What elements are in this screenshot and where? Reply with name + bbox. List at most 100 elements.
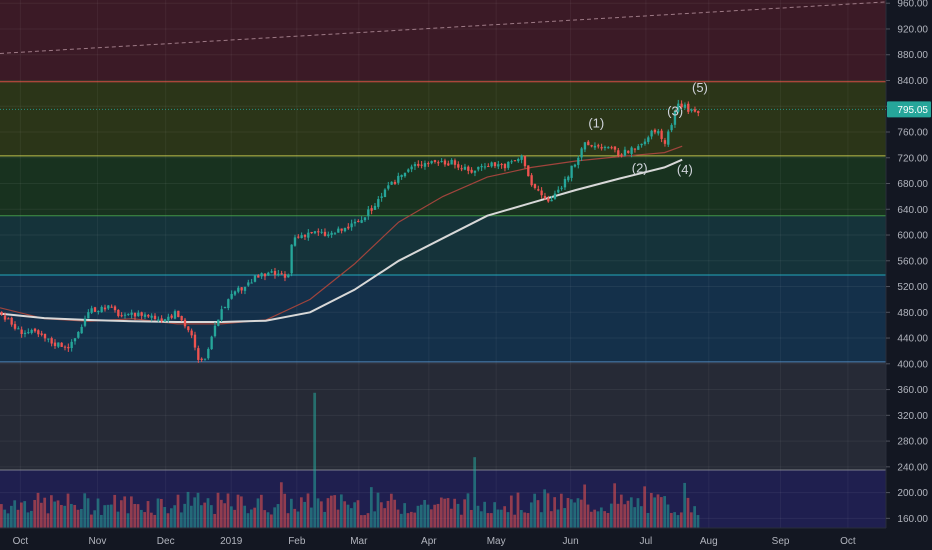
candle-body-15 [50, 338, 53, 344]
volume-bar-127 [423, 499, 427, 528]
volume-bar-179 [596, 511, 600, 528]
candle-body-183 [610, 147, 613, 149]
candle-body-153 [510, 161, 513, 163]
candle-body-187 [623, 149, 627, 156]
candle-body-158 [527, 165, 530, 177]
candle-body-104 [347, 226, 350, 229]
candle-body-43 [143, 314, 147, 317]
volume-bar-37 [123, 496, 127, 528]
volume-bar-2 [6, 513, 10, 528]
candle-body-33 [110, 306, 113, 308]
volume-bar-9 [29, 510, 33, 528]
volume-bar-154 [513, 514, 517, 528]
volume-bar-148 [493, 502, 497, 528]
volume-bar-103 [343, 501, 347, 528]
candle-body-144 [480, 166, 483, 168]
ma-short-line [0, 145, 683, 325]
candle-body-137 [457, 164, 460, 168]
volume-bar-153 [509, 495, 513, 528]
candle-body-54 [180, 316, 183, 321]
volume-bar-96 [319, 501, 323, 528]
candle-body-59 [197, 348, 200, 360]
candle-body-135 [450, 159, 453, 165]
candle-body-202 [673, 110, 677, 125]
volume-bar-169 [563, 508, 567, 528]
candle-body-38 [127, 313, 130, 315]
volume-bar-21 [69, 503, 73, 528]
candle-body-71 [237, 287, 240, 292]
candle-body-169 [563, 179, 567, 188]
candle-body-20 [67, 346, 70, 349]
volume-bar-146 [486, 513, 490, 528]
candle-body-173 [577, 157, 580, 165]
candle-body-131 [437, 162, 440, 164]
candle-body-97 [323, 231, 327, 236]
candle-body-30 [100, 306, 103, 313]
volume-bar-4 [13, 500, 17, 528]
volume-bar-183 [609, 503, 613, 528]
volume-bar-114 [379, 502, 383, 528]
candle-body-204 [680, 103, 683, 108]
candle-body-41 [137, 312, 140, 317]
volume-bar-155 [516, 492, 520, 528]
volume-bar-39 [129, 496, 133, 528]
volume-bar-191 [636, 498, 640, 528]
volume-bar-171 [569, 499, 573, 528]
volume-bar-137 [456, 503, 460, 528]
volume-bar-182 [606, 512, 610, 528]
x-axis: Oct Nov Dec 2019 Feb Mar Apr May Jun Jul Aug Sep Oct [0, 527, 932, 550]
ma-long-line [0, 158, 683, 323]
volume-bar-159 [529, 502, 533, 528]
volume-bar-83 [276, 504, 280, 528]
candle-body-22 [73, 338, 77, 342]
candle-body-52 [173, 311, 177, 319]
candle-body-181 [603, 146, 607, 148]
volume-bar-3 [9, 505, 13, 528]
candle-body-154 [513, 160, 517, 162]
volume-bar-104 [346, 504, 350, 528]
y-tick-label-19: 200.00 [897, 488, 928, 499]
candle-body-192 [640, 143, 643, 146]
volume-bar-66 [219, 499, 223, 528]
y-tick-label-9: 600.00 [897, 231, 928, 242]
volume-bar-86 [286, 513, 290, 528]
candle-body-107 [357, 220, 360, 223]
candle-body-140 [467, 166, 470, 171]
wave-label-2: (2) [632, 161, 648, 176]
volume-bar-50 [166, 513, 170, 528]
candle-body-155 [517, 158, 520, 162]
candle-body-185 [617, 150, 620, 156]
wave-label-5: (5) [692, 80, 708, 95]
volume-bar-88 [293, 508, 297, 528]
volume-bar-157 [523, 512, 527, 528]
volume-bar-36 [119, 500, 123, 528]
volume-bar-209 [696, 515, 700, 528]
candle-body-120 [400, 174, 403, 177]
volume-bar-79 [263, 510, 267, 528]
horizontal-levels [0, 81, 886, 471]
volume-bar-106 [353, 502, 357, 528]
candle-body-96 [320, 231, 323, 233]
y-tick-label-6: 720.00 [897, 153, 928, 164]
candle-body-148 [493, 162, 497, 167]
volume-bar-192 [639, 506, 643, 528]
volume-bar-97 [323, 511, 327, 528]
volume-bar-31 [103, 505, 107, 528]
candle-body-60 [200, 358, 203, 361]
x-tick-label-11: Sep [772, 536, 790, 547]
candle-body-110 [367, 209, 370, 217]
last-price-marker: 795.05 [0, 101, 931, 118]
y-tick-label-3: 840.00 [897, 76, 928, 87]
candle-body-19 [63, 346, 67, 348]
volume-bar-113 [376, 492, 380, 528]
candle-body-108 [360, 220, 363, 223]
candle-body-62 [207, 348, 210, 359]
y-tick-label-18: 240.00 [897, 462, 928, 473]
volume-bar-167 [556, 509, 560, 528]
zone-0 [0, 0, 886, 81]
x-tick-label-5: Mar [350, 536, 368, 547]
candle-body-84 [280, 273, 283, 275]
candle-body-161 [537, 189, 540, 191]
